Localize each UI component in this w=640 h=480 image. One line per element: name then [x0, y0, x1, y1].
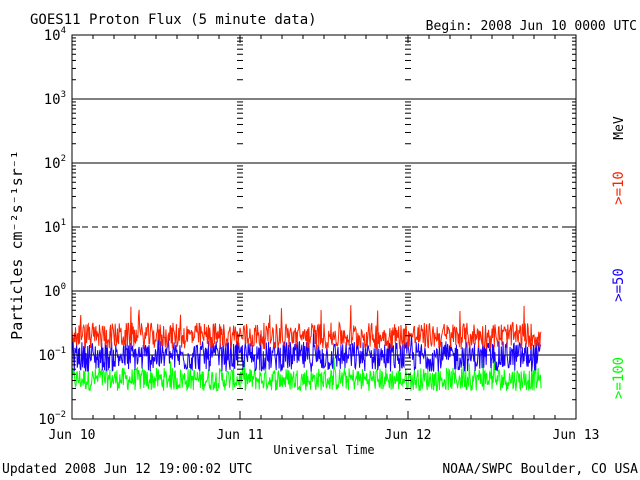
begin-time: Begin: 2008 Jun 10 0000 UTC — [426, 19, 637, 34]
x-axis-label: Universal Time — [273, 443, 374, 457]
credit: NOAA/SWPC Boulder, CO USA — [442, 462, 638, 477]
y-tick-label: 10−2 — [38, 410, 66, 428]
y-axis-label: Particles cm⁻²s⁻¹sr⁻¹ — [8, 150, 26, 340]
series-ge10 — [72, 305, 542, 350]
x-tick-label: Jun 10 — [49, 428, 96, 443]
gridlines — [72, 98, 576, 356]
legend-ge10: >=10 — [611, 171, 627, 205]
x-tick-label: Jun 13 — [553, 428, 600, 443]
x-tick-label: Jun 11 — [217, 428, 264, 443]
y-tick-label: 102 — [44, 154, 66, 172]
y-tick-label: 104 — [44, 26, 66, 44]
day-markers — [237, 37, 411, 420]
updated-timestamp: Updated 2008 Jun 12 19:00:02 UTC — [2, 462, 252, 477]
series-layer — [72, 305, 542, 392]
x-tick-label: Jun 12 — [385, 428, 432, 443]
y-tick-label: 101 — [44, 218, 66, 236]
x-axis-ticks: Jun 10 Jun 11 Jun 12 Jun 13 — [49, 35, 600, 443]
legend: >=100 >=50 >=10 MeV — [611, 116, 627, 399]
legend-ge100: >=100 — [611, 357, 627, 399]
y-tick-label: 100 — [44, 282, 66, 300]
legend-ge50: >=50 — [611, 268, 627, 302]
chart-title: GOES11 Proton Flux (5 minute data) — [30, 12, 317, 28]
y-tick-label: 10−1 — [38, 346, 66, 364]
y-tick-label: 103 — [44, 90, 66, 108]
series-ge100 — [72, 355, 542, 392]
legend-units: MeV — [612, 116, 627, 140]
y-axis-ticks: 10−2 10−1 100 101 102 103 104 — [38, 26, 576, 428]
